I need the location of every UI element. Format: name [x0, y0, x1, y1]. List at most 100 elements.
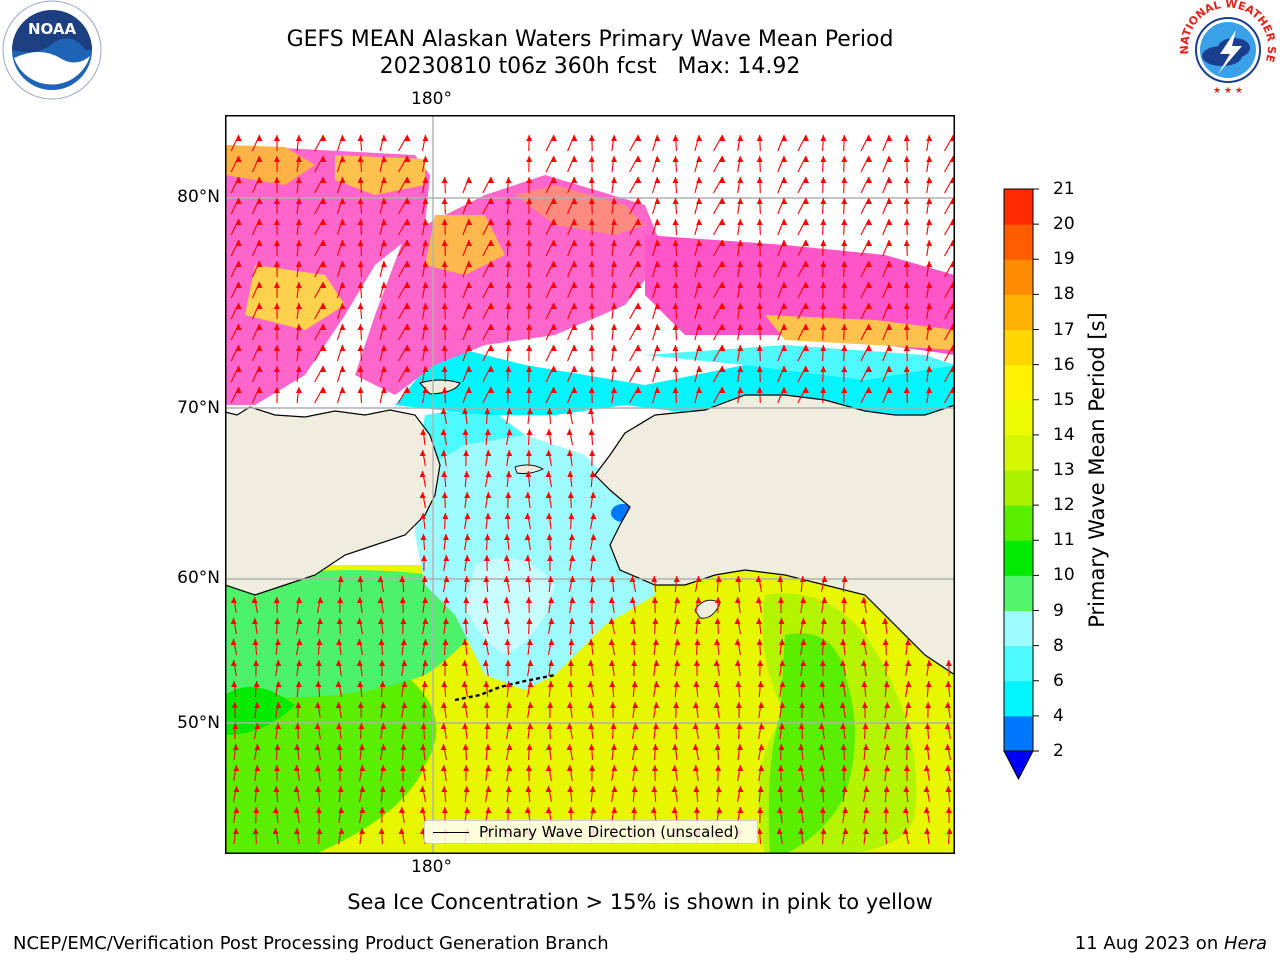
- wave-arrow-head: [441, 282, 448, 288]
- wave-arrow-head: [758, 765, 765, 771]
- wave-arrow-head: [488, 366, 495, 372]
- bering-sea-period-field: [415, 435, 655, 690]
- wave-arrow-head: [256, 324, 263, 330]
- wave-arrow-head: [230, 639, 237, 645]
- wave-arrow-shaft: [629, 344, 639, 362]
- wave-arrow-shaft: [944, 281, 954, 299]
- wave-arrow-shaft: [860, 386, 870, 404]
- wave-arrow-head: [696, 240, 703, 246]
- wave-arrow-head: [588, 198, 595, 204]
- wave-arrow-head: [692, 765, 699, 771]
- wave-arrow-head: [755, 576, 762, 582]
- colorbar-segment: [1004, 329, 1033, 366]
- wave-arrow-head: [841, 387, 848, 393]
- colorbar-segment: [1004, 399, 1033, 436]
- wave-arrow-head: [463, 597, 470, 603]
- wave-arrow-head: [314, 702, 321, 708]
- wave-arrow-head: [380, 135, 387, 141]
- wave-arrow-head: [461, 681, 468, 687]
- wave-arrow-head: [841, 366, 848, 372]
- wave-arrow-head: [422, 240, 429, 246]
- lat-label-60: 60°N: [177, 568, 220, 588]
- map-title: GEFS MEAN Alaskan Waters Primary Wave Me…: [286, 27, 894, 52]
- wave-arrow-head: [441, 345, 448, 351]
- wave-arrow-head: [463, 471, 470, 477]
- wave-arrow-head: [545, 471, 552, 477]
- wave-arrow-head: [883, 786, 890, 792]
- wave-arrow-head: [295, 156, 302, 162]
- wave-arrow-head: [776, 828, 783, 834]
- wave-arrow-head: [611, 177, 618, 183]
- wave-arrow-head: [273, 156, 280, 162]
- colorbar-segment: [1004, 540, 1033, 576]
- wave-arrow-head: [611, 135, 618, 141]
- wave-arrow-head: [820, 261, 827, 267]
- footer-host: Hera: [1223, 933, 1267, 954]
- wave-arrow-head: [378, 828, 385, 834]
- wave-arrow-head: [482, 639, 489, 645]
- wave-arrow-head: [713, 660, 720, 666]
- wave-arrow-head: [317, 597, 324, 603]
- noaa-logo: NOAA: [2, 0, 102, 100]
- wave-arrow-head: [314, 723, 321, 729]
- wave-arrow-head: [357, 345, 364, 351]
- wave-arrow-shaft: [482, 197, 492, 215]
- wave-arrow-head: [484, 429, 491, 435]
- wave-arrow-head: [756, 345, 763, 351]
- wave-arrow-head: [404, 240, 411, 246]
- wave-arrow-shaft: [629, 239, 639, 257]
- wave-arrow-head: [273, 366, 280, 372]
- wave-arrow-head: [841, 345, 848, 351]
- wave-arrow-head: [819, 660, 826, 666]
- wave-arrow-head: [525, 450, 532, 456]
- wave-arrow-head: [692, 702, 699, 708]
- wave-arrow-head: [296, 618, 303, 624]
- wave-arrow-shaft: [860, 260, 870, 278]
- wave-arrow-head: [777, 576, 784, 582]
- wave-arrow-head: [635, 324, 642, 330]
- colorbar-tick-label: 8: [1053, 635, 1064, 656]
- colorbar-segment: [1004, 259, 1033, 295]
- wave-arrow-head: [419, 513, 426, 519]
- wave-arrow-head: [273, 282, 280, 288]
- wave-arrow-head: [654, 324, 661, 330]
- wave-arrow-head: [525, 471, 532, 477]
- wave-arrow-head: [464, 807, 471, 813]
- wave-arrow-head: [399, 597, 406, 603]
- wave-arrow-head: [253, 786, 260, 792]
- wave-arrow-head: [781, 387, 788, 393]
- wave-arrow-head: [404, 177, 411, 183]
- wave-arrow-head: [419, 807, 426, 813]
- wave-arrow-head: [719, 240, 726, 246]
- wave-arrow-head: [357, 198, 364, 204]
- wave-arrow-head: [714, 723, 721, 729]
- wave-arrow-head: [798, 828, 805, 834]
- wave-arrow-shaft: [797, 134, 807, 152]
- colorbar-tick-label: 4: [1053, 705, 1064, 726]
- wave-arrow-head: [945, 660, 952, 666]
- colorbar-tick-label: 6: [1053, 670, 1064, 691]
- wave-arrow-head: [611, 156, 618, 162]
- wave-arrow-head: [841, 765, 848, 771]
- wave-arrow-head: [588, 303, 595, 309]
- wave-arrow-head: [696, 387, 703, 393]
- wave-arrow-head: [635, 135, 642, 141]
- wave-arrow-head: [631, 786, 638, 792]
- wave-arrow-head: [841, 324, 848, 330]
- wave-arrow-head: [339, 135, 346, 141]
- wave-arrow-head: [756, 828, 763, 834]
- wave-arrow-head: [526, 345, 533, 351]
- lat-label-80: 80°N: [177, 187, 220, 207]
- wave-arrow-head: [380, 765, 387, 771]
- wave-arrow-head: [571, 261, 578, 267]
- wave-arrow-head: [314, 765, 321, 771]
- wave-arrow-head: [756, 618, 763, 624]
- wave-arrow-head: [654, 135, 661, 141]
- wave-arrow-head: [903, 240, 910, 246]
- wave-arrow-head: [252, 828, 259, 834]
- wave-arrow-head: [419, 471, 426, 477]
- wave-arrow-head: [232, 723, 239, 729]
- wave-arrow-head: [422, 660, 429, 666]
- wave-arrow-head: [235, 324, 242, 330]
- wave-arrow-head: [441, 261, 448, 267]
